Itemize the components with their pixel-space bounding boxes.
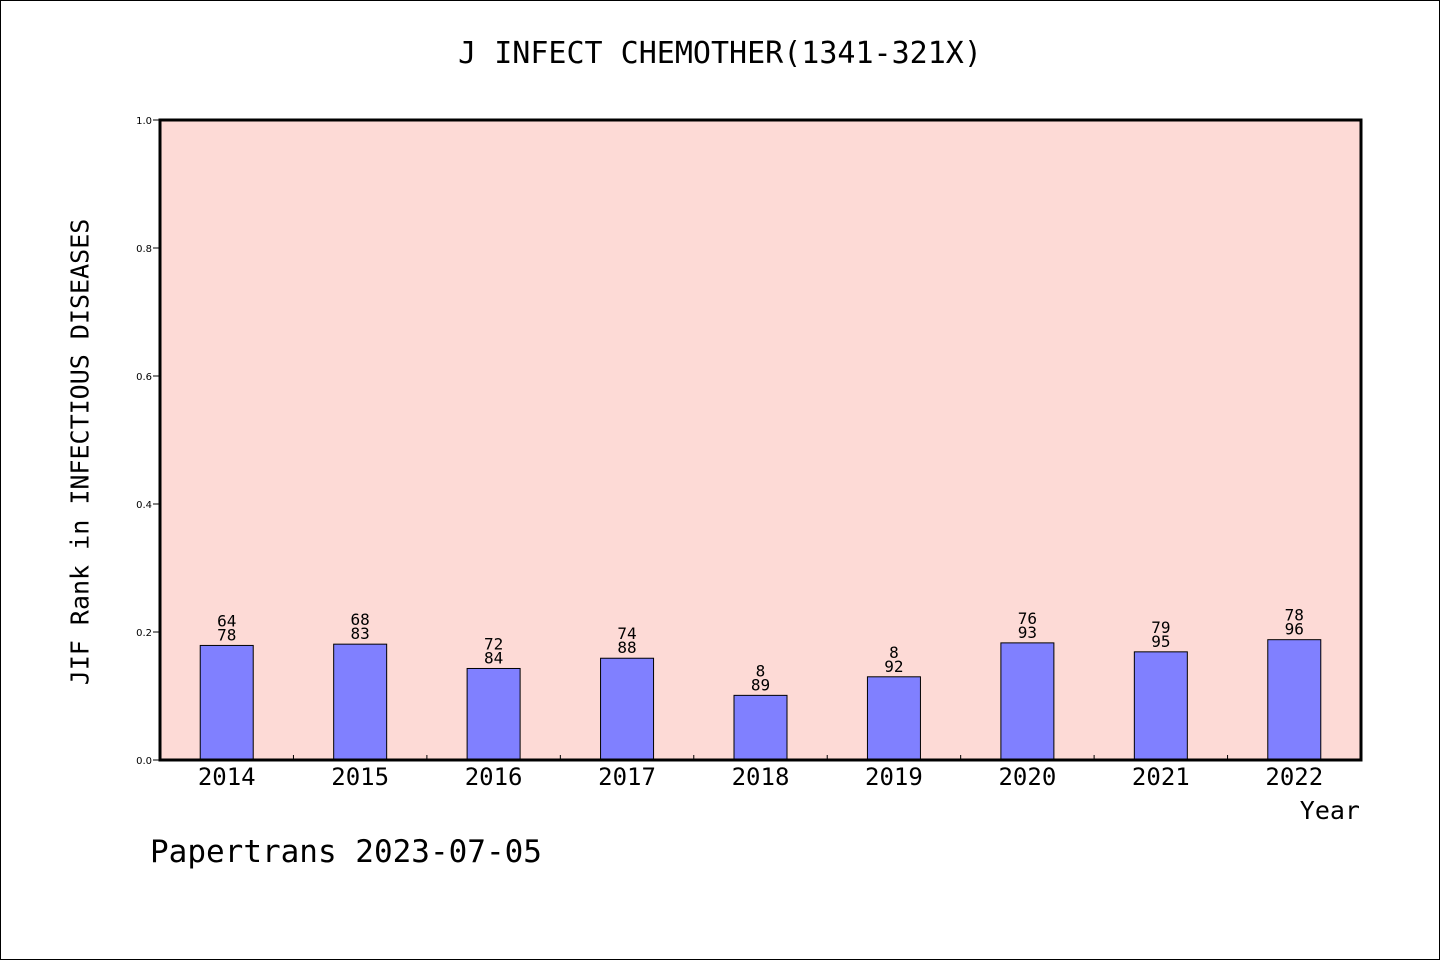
bar-label-bottom: 84 — [484, 648, 503, 667]
bar-label-top: 68 — [351, 610, 370, 629]
chart-title: J INFECT CHEMOTHER(1341-321X) — [458, 36, 982, 71]
footer-credit: Papertrans 2023-07-05 — [150, 834, 542, 870]
bar — [199, 644, 254, 761]
x-tick-label: 2021 — [1132, 763, 1190, 791]
y-tick-label: 0.8 — [136, 244, 152, 255]
y-tick-label: 0.2 — [136, 628, 152, 639]
bar-label-top: 78 — [1285, 606, 1304, 625]
bar-label-bottom: 95 — [1151, 632, 1170, 651]
bar-label-bottom: 92 — [884, 657, 903, 676]
bar — [600, 657, 655, 761]
bar-label-bottom: 83 — [351, 624, 370, 643]
y-tick-label: 0.4 — [136, 500, 152, 511]
plot-frame — [158, 118, 1363, 762]
x-tick-label: 2016 — [465, 763, 523, 791]
bar-label-top: 8 — [889, 643, 899, 662]
bar-label-top: 72 — [484, 634, 503, 653]
y-tick-label: 0.0 — [136, 756, 152, 767]
bar-label-bottom: 93 — [1018, 623, 1037, 642]
x-tick-label: 2020 — [998, 763, 1056, 791]
bar-label-top: 74 — [617, 624, 636, 643]
x-tick-label: 2022 — [1265, 763, 1323, 791]
bar — [1133, 651, 1188, 761]
bar-label-top: 76 — [1018, 609, 1037, 628]
bar — [333, 643, 388, 761]
bar — [1267, 639, 1322, 761]
bar-label-top: 79 — [1151, 618, 1170, 637]
x-tick-label: 2014 — [198, 763, 256, 791]
bar — [466, 667, 521, 761]
bar-label-bottom: 88 — [617, 638, 636, 657]
bar-label-bottom: 96 — [1285, 620, 1304, 639]
y-tick-label: 1.0 — [136, 116, 152, 127]
x-axis-label: Year — [1299, 796, 1360, 825]
bar-label-bottom: 78 — [217, 625, 236, 644]
bar — [733, 694, 788, 761]
x-tick-label: 2017 — [598, 763, 656, 791]
bar — [866, 676, 921, 761]
x-tick-label: 2019 — [865, 763, 923, 791]
x-tick-label: 2018 — [732, 763, 790, 791]
bar-label-top: 64 — [217, 611, 236, 630]
bar-label-bottom: 89 — [751, 675, 770, 694]
bar — [1000, 642, 1055, 761]
x-tick-label: 2015 — [331, 763, 389, 791]
y-tick-label: 0.6 — [136, 372, 152, 383]
bar-label-top: 8 — [756, 661, 766, 680]
